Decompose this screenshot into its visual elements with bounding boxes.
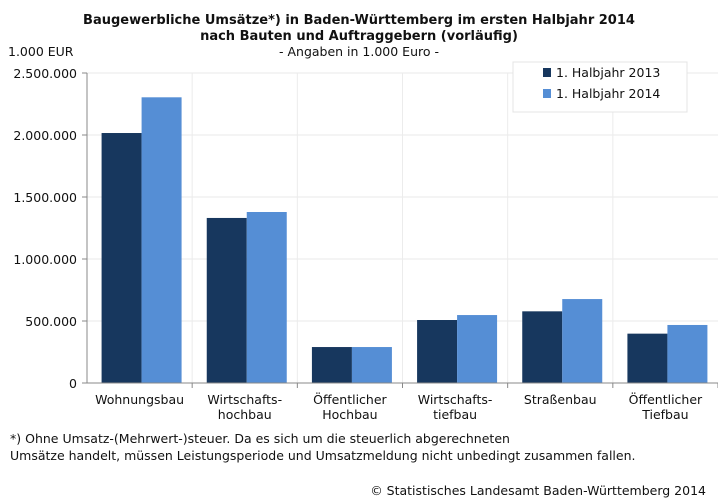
x-tick-label: Wirtschafts- — [418, 392, 493, 407]
legend-label: 1. Halbjahr 2014 — [556, 86, 660, 101]
bar-2014 — [667, 324, 708, 383]
x-tick-label: Wohnungsbau — [95, 392, 184, 407]
bar-2014 — [562, 299, 603, 383]
legend-box — [512, 61, 688, 113]
legend-swatch — [543, 89, 551, 98]
source-note: © Statistisches Landesamt Baden-Württemb… — [370, 483, 706, 498]
legend: 1. Halbjahr 2013 1. Halbjahr 2014 — [512, 61, 688, 113]
legend-swatch — [543, 68, 551, 77]
x-tick-label: tiefbau — [433, 407, 477, 422]
legend-label: 1. Halbjahr 2013 — [556, 65, 660, 80]
chart-subtitle: - Angaben in 1.000 Euro - — [279, 44, 439, 59]
bar-2014 — [246, 212, 287, 383]
x-tick-label: Straßenbau — [524, 392, 597, 407]
chart-title-line1: Baugewerbliche Umsätze*) in Baden-Württe… — [83, 13, 635, 28]
bar-2013 — [522, 311, 563, 383]
bar-2013 — [627, 333, 668, 383]
y-tick-label: 1.000.000 — [13, 252, 77, 267]
x-tick-label: Öffentlicher — [629, 391, 703, 407]
bar-2014 — [457, 315, 498, 383]
y-tick-label: 2.500.000 — [13, 66, 77, 81]
footnote-line2: Umsätze handelt, müssen Leistungsperiode… — [10, 448, 635, 463]
chart-title-line2: nach Bauten und Auftraggebern (vorläufig… — [200, 29, 518, 44]
x-tick-label: Öffentlicher — [313, 391, 387, 407]
y-axis-unit-label: 1.000 EUR — [8, 44, 74, 59]
bar-2013 — [311, 347, 352, 383]
y-tick-label: 0 — [69, 376, 77, 391]
y-tick-label: 1.500.000 — [13, 190, 77, 205]
bar-2014 — [141, 97, 182, 383]
x-tick-label: Wirtschafts- — [207, 392, 282, 407]
x-tick-label: hochbau — [218, 407, 272, 422]
bar-2013 — [101, 133, 142, 383]
y-tick-label: 2.000.000 — [13, 128, 77, 143]
x-tick-label: Hochbau — [322, 407, 377, 422]
bar-2013 — [206, 217, 247, 383]
bar-2014 — [351, 347, 392, 383]
x-tick-label: Tiefbau — [641, 407, 688, 422]
bar-2013 — [417, 320, 458, 383]
y-tick-label: 500.000 — [25, 314, 77, 329]
footnote-line1: *) Ohne Umsatz-(Mehrwert-)steuer. Da es … — [10, 431, 510, 446]
